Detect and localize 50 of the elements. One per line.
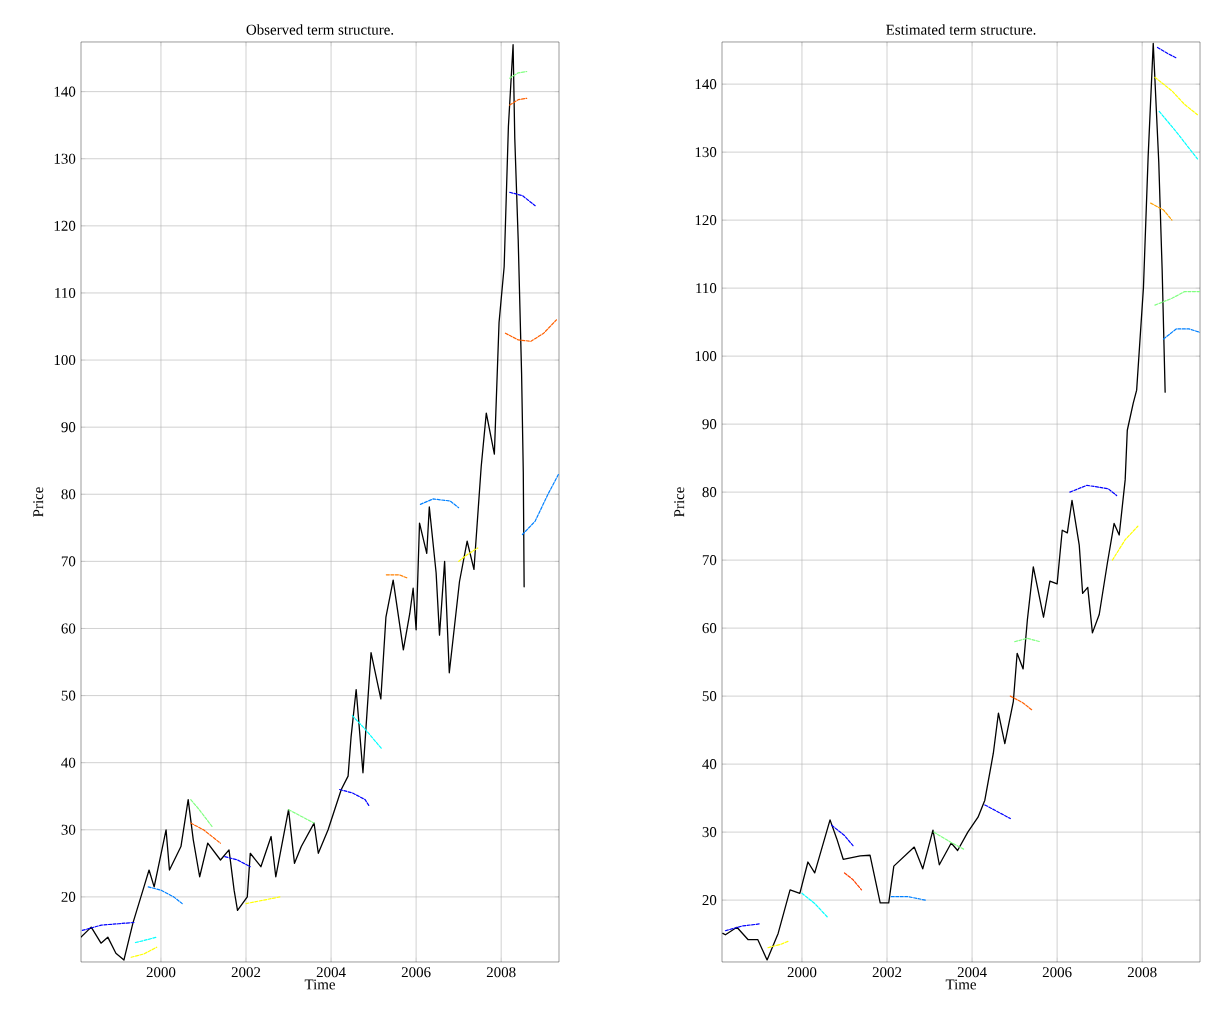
y-tick-label: 50 xyxy=(702,691,717,702)
y-tick-label: 40 xyxy=(61,757,76,768)
x-tick-label: 2008 xyxy=(486,967,516,978)
line-series xyxy=(504,319,558,342)
y-tick-label: 80 xyxy=(61,489,76,500)
y-tick-label: 30 xyxy=(61,824,76,835)
x-tick-label: 2002 xyxy=(872,967,902,978)
x-axis-title: Time xyxy=(304,979,335,990)
x-tick-label: 2004 xyxy=(957,967,987,978)
y-tick-label: 110 xyxy=(696,283,717,294)
x-tick-label: 2006 xyxy=(1042,967,1072,978)
line-series xyxy=(1154,76,1199,116)
x-tick-label: 2004 xyxy=(316,967,346,978)
y-tick-label: 30 xyxy=(702,827,717,838)
y-tick-label: 100 xyxy=(695,351,717,362)
y-tick-label: 140 xyxy=(695,79,717,90)
x-tick-label: 2000 xyxy=(787,967,817,978)
y-tick-label: 120 xyxy=(54,220,76,231)
y-tick-label: 20 xyxy=(61,891,76,902)
y-axis-title: Price xyxy=(33,487,44,517)
line-series xyxy=(1069,484,1118,497)
y-tick-label: 120 xyxy=(695,215,717,226)
x-tick-label: 2000 xyxy=(146,967,176,978)
x-tick-label: 2002 xyxy=(231,967,261,978)
y-tick-label: 130 xyxy=(695,147,717,158)
y-tick-label: 90 xyxy=(702,419,717,430)
line-series xyxy=(147,886,183,905)
y-tick-label: 40 xyxy=(702,759,717,770)
y-tick-label: 130 xyxy=(54,153,76,164)
y-tick-label: 60 xyxy=(61,623,76,634)
line-series xyxy=(521,473,560,536)
y-tick-label: 90 xyxy=(61,422,76,433)
line-series xyxy=(338,788,370,807)
y-tick-label: 50 xyxy=(61,690,76,701)
y-tick-label: 100 xyxy=(54,355,76,366)
y-axis-title: Price xyxy=(674,487,685,517)
chart-title: Observed term structure. xyxy=(246,24,394,35)
x-tick-label: 2008 xyxy=(1127,967,1157,978)
x-tick-label: 2006 xyxy=(401,967,431,978)
y-tick-label: 140 xyxy=(54,86,76,97)
line-series xyxy=(81,921,137,932)
y-tick-label: 110 xyxy=(55,287,76,298)
y-tick-label: 70 xyxy=(702,555,717,566)
chart-title: Estimated term structure. xyxy=(886,24,1036,35)
y-tick-label: 80 xyxy=(702,487,717,498)
x-axis-title: Time xyxy=(945,979,977,990)
y-tick-label: 20 xyxy=(702,895,717,906)
y-tick-label: 60 xyxy=(702,623,717,634)
line-series xyxy=(419,498,460,509)
y-tick-label: 70 xyxy=(61,556,76,567)
